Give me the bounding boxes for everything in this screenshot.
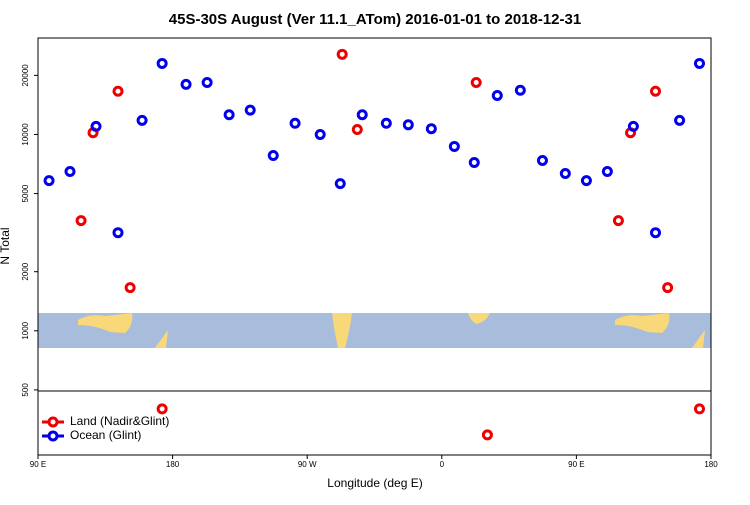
point [289, 117, 301, 129]
point [136, 114, 148, 126]
point [112, 227, 124, 239]
y-axis-label: N Total [0, 227, 12, 264]
point [156, 57, 168, 69]
point [380, 117, 392, 129]
plot-frame [37, 37, 712, 456]
point [356, 109, 368, 121]
point [90, 120, 102, 132]
point [559, 167, 571, 179]
x-tick-label: 0 [440, 460, 445, 469]
point [536, 154, 548, 166]
legend-marker [47, 416, 59, 428]
point [267, 150, 279, 162]
point [693, 57, 705, 69]
map-strip [38, 313, 711, 348]
point [180, 78, 192, 90]
point [693, 403, 705, 415]
y-tick-label: 20000 [21, 64, 30, 87]
point [402, 119, 414, 131]
x-tick-label: 90 E [568, 460, 584, 469]
x-tick-label: 90 W [298, 460, 317, 469]
point [514, 84, 526, 96]
legend-label: Land (Nadir&Glint) [70, 414, 169, 428]
y-tick-label: 5000 [21, 184, 30, 202]
point [612, 215, 624, 227]
point [156, 403, 168, 415]
point [481, 429, 493, 441]
point [650, 227, 662, 239]
point [201, 76, 213, 88]
point [334, 178, 346, 190]
legend-label: Ocean (Glint) [70, 428, 141, 442]
point [223, 109, 235, 121]
point [75, 215, 87, 227]
chart-title: 45S-30S August (Ver 11.1_ATom) 2016-01-0… [169, 11, 581, 28]
point [336, 48, 348, 60]
point [580, 175, 592, 187]
point [674, 114, 686, 126]
y-tick-label: 500 [21, 383, 30, 397]
x-tick-label: 180 [166, 460, 180, 469]
x-tick-label: 180 [704, 460, 718, 469]
point [468, 156, 480, 168]
y-tick-label: 1000 [21, 321, 30, 339]
y-tick-label: 2000 [21, 262, 30, 280]
point [351, 123, 363, 135]
point [425, 123, 437, 135]
point [112, 85, 124, 97]
point [244, 104, 256, 116]
point [662, 282, 674, 294]
x-axis-label: Longitude (deg E) [327, 476, 422, 490]
point [448, 140, 460, 152]
legend-marker [47, 430, 59, 442]
point [124, 282, 136, 294]
point [64, 165, 76, 177]
x-tick-label: 90 E [30, 460, 46, 469]
point [43, 175, 55, 187]
point [470, 76, 482, 88]
point [650, 85, 662, 97]
y-tick-label: 10000 [21, 123, 30, 146]
point [627, 120, 639, 132]
point [491, 89, 503, 101]
point [314, 128, 326, 140]
point [601, 165, 613, 177]
